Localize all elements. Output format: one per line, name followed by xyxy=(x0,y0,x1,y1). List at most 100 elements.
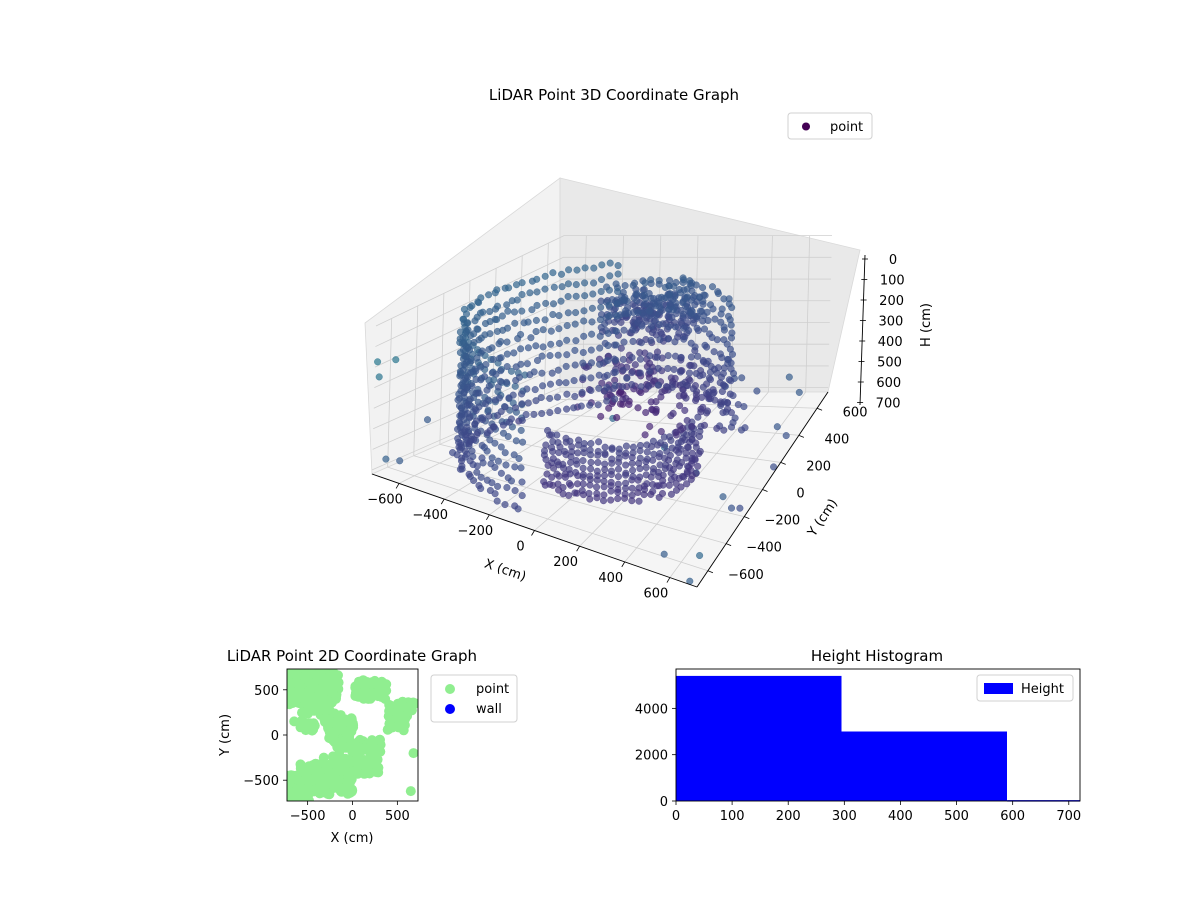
point-3d-marker xyxy=(485,412,493,420)
point-2d-marker xyxy=(267,665,277,675)
grid-y-line xyxy=(413,455,727,545)
point-3d-marker xyxy=(518,390,526,398)
point-3d-marker xyxy=(705,374,713,382)
legend-2d-marker-wall xyxy=(445,704,455,714)
point-3d-marker xyxy=(495,394,503,402)
point-3d-marker xyxy=(603,371,611,379)
ticks-3d: −600−400−2000200400600−600−400−200020040… xyxy=(367,253,904,602)
point-3d-marker xyxy=(539,326,547,334)
point-3d-marker xyxy=(564,293,572,301)
point-3d-marker xyxy=(686,369,694,377)
point-3d-marker xyxy=(711,315,719,323)
point-3d-marker xyxy=(541,285,549,293)
point-3d-marker xyxy=(524,344,532,352)
point-3d-marker xyxy=(550,283,558,291)
x-tick-label-3d: −400 xyxy=(412,508,448,523)
point-3d-marker xyxy=(677,368,685,376)
point-3d-marker xyxy=(542,456,550,464)
point-3d-marker xyxy=(538,410,546,418)
point-3d-marker xyxy=(563,390,571,398)
point-3d-marker xyxy=(680,276,688,284)
point-3d-marker xyxy=(636,369,644,377)
point-3d-marker xyxy=(595,371,603,379)
point-3d-marker xyxy=(554,366,562,374)
point-3d-marker xyxy=(614,473,622,481)
point-3d-marker xyxy=(574,449,582,457)
point-3d-marker xyxy=(672,480,680,488)
point-3d-marker xyxy=(519,438,527,446)
point-3d-marker xyxy=(465,470,473,478)
point-3d-marker xyxy=(686,361,694,369)
point-3d-marker xyxy=(710,348,718,356)
point-3d-marker xyxy=(697,405,705,413)
point-3d-marker xyxy=(541,272,549,280)
y-tick-label-2d: 500 xyxy=(254,684,279,699)
point-3d-marker xyxy=(619,383,627,391)
point-3d-marker xyxy=(680,473,688,481)
point-3d-marker xyxy=(653,353,661,361)
point-3d-marker xyxy=(694,352,702,360)
point-3d-marker xyxy=(713,424,721,432)
point-3d-marker xyxy=(473,468,481,476)
point-3d-marker xyxy=(546,394,554,402)
point-3d-marker xyxy=(501,403,509,411)
point-3d-marker xyxy=(595,384,603,392)
point-3d-marker xyxy=(493,286,501,294)
point-3d-marker xyxy=(547,327,555,335)
point-3d-marker xyxy=(642,464,650,472)
point-3d-marker xyxy=(595,438,603,446)
point-3d-marker xyxy=(604,342,612,350)
point-3d-marker xyxy=(680,392,688,400)
point-3d-marker xyxy=(567,481,575,489)
point-3d-marker xyxy=(573,266,581,274)
point-3d-marker xyxy=(572,309,580,317)
point-3d-marker xyxy=(642,409,650,417)
point-3d-marker xyxy=(571,320,579,328)
point-3d-marker xyxy=(486,330,494,338)
point-3d-marker xyxy=(498,312,506,320)
point-2d-marker xyxy=(399,720,410,730)
point-3d-marker xyxy=(687,466,695,474)
point-3d-marker xyxy=(617,344,625,352)
point-3d-marker xyxy=(579,464,587,472)
point-3d-marker xyxy=(603,383,611,391)
point-3d-marker xyxy=(652,398,660,406)
point-3d-marker xyxy=(628,476,636,484)
y-tick-label-hist: 4000 xyxy=(635,702,668,717)
point-3d-marker xyxy=(594,472,602,480)
point-3d-marker xyxy=(484,396,492,404)
point-3d-marker xyxy=(614,488,622,496)
point-3d-marker xyxy=(489,355,497,363)
point-3d-marker xyxy=(537,394,545,402)
y-tick-3d xyxy=(780,462,786,465)
point-2d-marker xyxy=(332,742,343,753)
point-3d-marker xyxy=(579,374,587,382)
point-3d-marker xyxy=(457,439,465,447)
x-tick-label-hist: 300 xyxy=(832,809,857,824)
grid-y-line xyxy=(518,409,799,436)
point-3d-marker xyxy=(634,489,642,497)
point-3d-marker xyxy=(542,441,550,449)
point-3d-marker xyxy=(597,288,605,296)
point-3d-marker xyxy=(594,401,602,409)
point-2d-marker xyxy=(318,752,329,763)
point-3d-marker xyxy=(718,305,726,313)
point-3d-marker xyxy=(628,459,636,467)
point-3d-marker xyxy=(515,455,523,463)
point-3d-marker xyxy=(604,329,612,337)
point-2d-marker xyxy=(295,777,306,787)
point-2d-marker xyxy=(393,713,404,724)
point-3d-marker xyxy=(580,491,588,499)
point-3d-marker xyxy=(503,350,511,358)
histogram-ticks: 0 100 200 300 400 500 600 700 0 2000 4000 xyxy=(635,702,1081,824)
point-3d-marker xyxy=(558,283,566,291)
point-2d-marker xyxy=(298,707,309,718)
point-3d-marker xyxy=(720,364,728,372)
point-3d-marker xyxy=(607,471,615,479)
point-3d-marker xyxy=(613,300,621,308)
histogram-frame xyxy=(675,668,1081,802)
point-3d-marker xyxy=(696,552,704,560)
point-3d-marker xyxy=(526,289,534,297)
point-3d-marker xyxy=(509,391,517,399)
point-3d-marker xyxy=(555,472,563,480)
